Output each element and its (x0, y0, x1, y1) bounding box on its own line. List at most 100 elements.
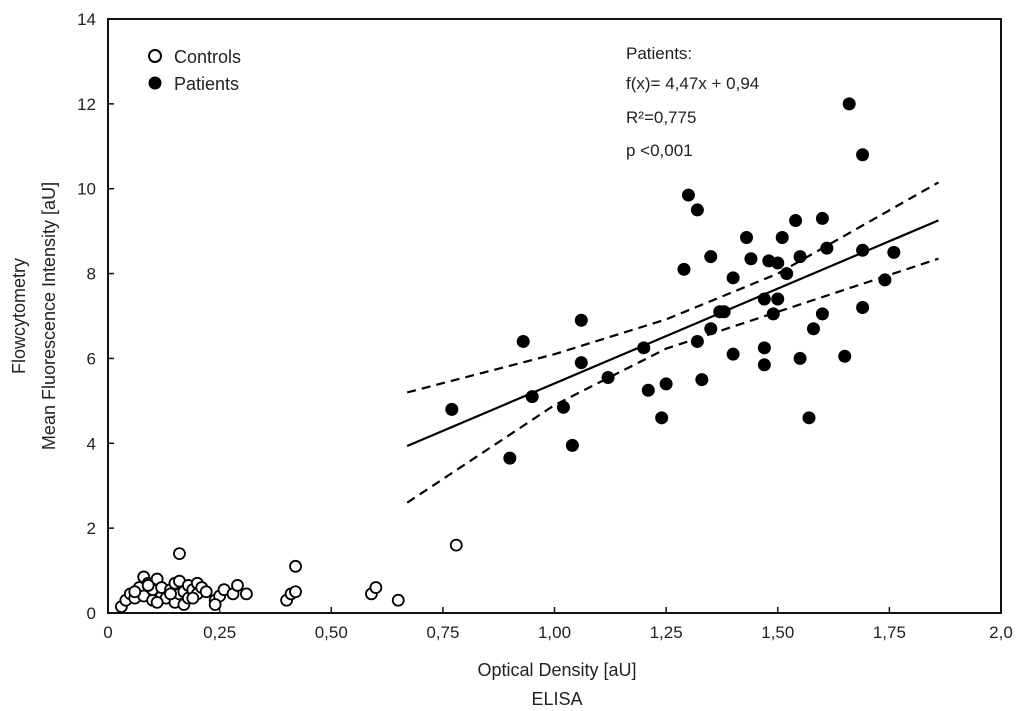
patients-point (726, 347, 740, 361)
confidence-band (406, 181, 940, 504)
patients-point (556, 400, 570, 414)
patients-point (806, 322, 820, 336)
x-tick-label: 0 (103, 623, 112, 642)
patients-point (856, 243, 870, 257)
patients-point (503, 451, 517, 465)
patients-point (815, 211, 829, 225)
legend-label-controls: Controls (174, 47, 241, 67)
patients-point (856, 301, 870, 315)
patients-point (856, 148, 870, 162)
patients-point (704, 322, 718, 336)
patients-point (815, 307, 829, 321)
controls-point (150, 595, 164, 609)
regression-line (406, 219, 939, 448)
y-tick-label: 4 (87, 434, 96, 453)
legend: Controls Patients (148, 47, 241, 94)
x-axis-subtitle: ELISA (531, 689, 582, 709)
patients-point (757, 292, 771, 306)
patients-point (838, 349, 852, 363)
controls-point (208, 598, 222, 611)
controls-point (231, 579, 244, 592)
patients-point (690, 203, 704, 217)
x-tick-label: 1,00 (538, 623, 571, 642)
patients-point (574, 356, 588, 370)
y-tick-label: 10 (77, 180, 96, 199)
controls-point (289, 559, 302, 573)
annotation-heading: Patients: (626, 44, 692, 63)
controls-point (369, 581, 383, 594)
plot-area-frame (107, 18, 1002, 614)
patients-point (780, 267, 794, 281)
patients-point (793, 250, 807, 264)
annotation-r-squared: R²=0,775 (626, 108, 696, 127)
patients-point (677, 262, 691, 276)
y-tick-label: 14 (77, 10, 96, 29)
legend-marker-controls (148, 49, 162, 63)
patients-point (565, 438, 579, 452)
controls-point (199, 585, 213, 599)
patients-point (887, 245, 901, 259)
x-tick-label: 1,75 (873, 623, 906, 642)
fit-annotation: Patients: f(x)= 4,47x + 0,94 R²=0,775 p … (626, 44, 759, 160)
y-tick-label: 2 (87, 519, 96, 538)
y-tick-label: 8 (87, 265, 96, 284)
patients-point (445, 402, 459, 416)
patients-point (574, 313, 588, 327)
patients-point (744, 252, 758, 266)
patients-point (637, 341, 651, 355)
patients-point (771, 256, 785, 270)
axis-ticks: 0 0,25 0,50 0,75 1,00 1,25 1,50 1,75 2,0 0 2 4 6 8 10 1… (77, 10, 1013, 642)
patients-point (690, 334, 704, 348)
legend-label-patients: Patients (174, 74, 239, 94)
y-axis-subtitle: Flowcytometry (9, 258, 29, 374)
patients-point (516, 334, 530, 348)
patients-point (525, 390, 539, 404)
x-tick-label: 0,25 (203, 623, 236, 642)
controls-point (449, 538, 463, 552)
annotation-p-value: p <0,001 (626, 141, 693, 160)
controls-point (186, 591, 200, 605)
x-tick-label: 1,25 (650, 623, 683, 642)
controls-point (240, 587, 253, 601)
patients-point (681, 188, 695, 202)
patients-point (655, 411, 669, 425)
patients-point (789, 214, 803, 228)
patients-point (771, 292, 785, 306)
y-tick-label: 6 (87, 349, 96, 368)
confidence-lower (406, 257, 939, 504)
patients-point (766, 307, 780, 321)
controls-point (128, 585, 142, 599)
patients-point (793, 351, 807, 365)
patients-point (757, 358, 771, 372)
patients-point (878, 273, 892, 287)
patients-point (757, 341, 771, 355)
x-tick-label: 1,50 (761, 623, 794, 642)
patients-point (717, 305, 731, 319)
y-axis-title: Mean Fluorescence Intensity [aU] (39, 182, 59, 450)
patients-point (775, 231, 789, 245)
x-tick-label: 2,0 (989, 623, 1013, 642)
x-tick-label: 0,50 (315, 623, 348, 642)
controls-point (164, 587, 177, 601)
x-tick-label: 0,75 (426, 623, 459, 642)
patients-point (695, 373, 709, 387)
patients-point (739, 231, 753, 245)
controls-point (391, 593, 405, 607)
patients-point (601, 371, 615, 385)
y-tick-label: 0 (87, 604, 96, 623)
data-points (114, 97, 901, 614)
regression-fit (406, 219, 939, 448)
patients-point (641, 383, 655, 397)
patients-point (820, 241, 834, 255)
annotation-equation: f(x)= 4,47x + 0,94 (626, 74, 759, 93)
patients-point (802, 411, 816, 425)
legend-marker-patients (148, 76, 162, 90)
patients-point (659, 377, 673, 391)
confidence-upper (406, 181, 940, 394)
x-axis-title: Optical Density [aU] (477, 660, 636, 680)
controls-point (141, 579, 155, 592)
controls-point (173, 547, 186, 560)
y-tick-label: 12 (77, 95, 96, 114)
patients-point (726, 271, 740, 285)
